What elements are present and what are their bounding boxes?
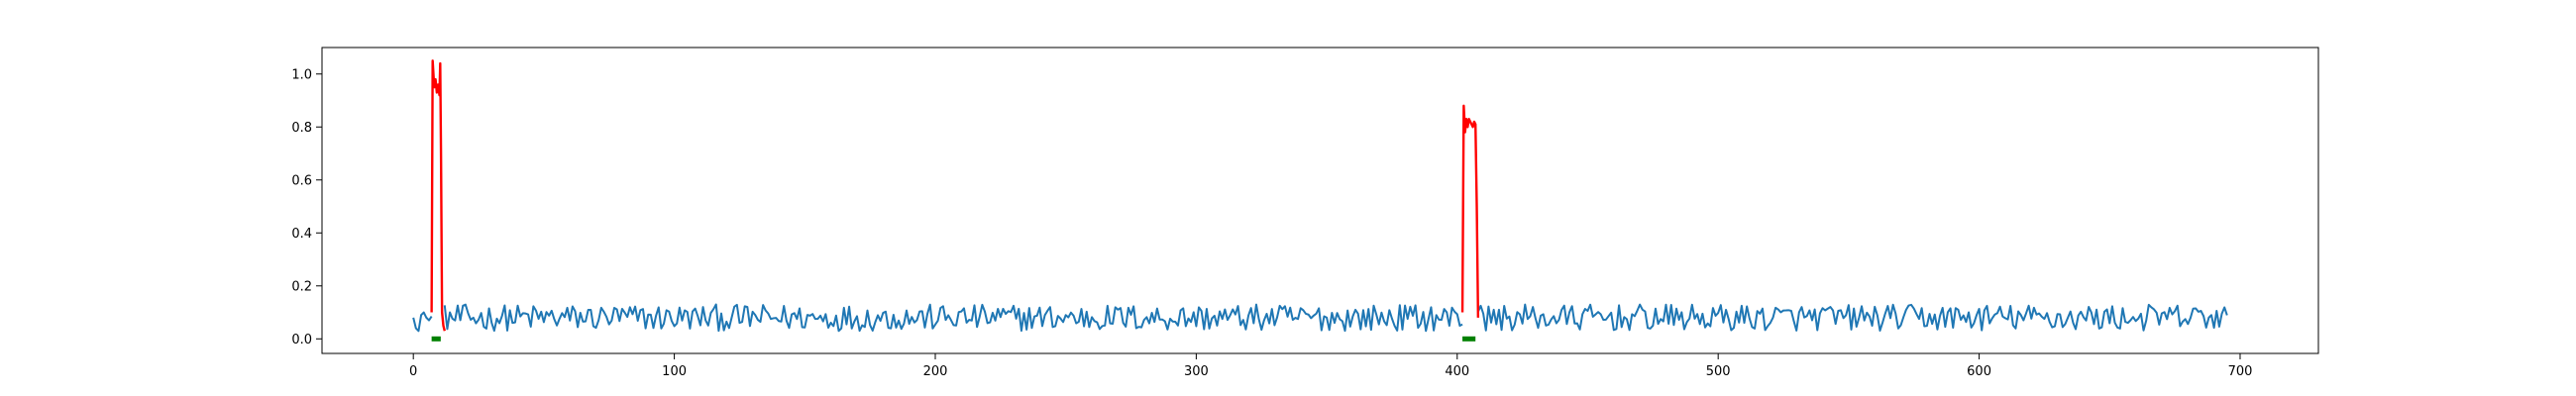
x-tick-label: 600 <box>1967 364 1991 379</box>
x-tick-label: 0 <box>409 364 417 379</box>
x-tick-label: 300 <box>1184 364 1209 379</box>
x-axis: 0 100 200 300 400 500 600 700 <box>409 353 2252 379</box>
anomaly-segment-2 <box>1460 104 1480 318</box>
signal-line <box>412 303 2228 333</box>
y-tick-label: 0.0 <box>291 333 312 347</box>
y-tick-label: 0.6 <box>291 173 312 188</box>
x-tick-label: 500 <box>1706 364 1731 379</box>
y-tick-label: 0.2 <box>291 279 312 294</box>
x-tick-label: 400 <box>1445 364 1469 379</box>
axes-frame <box>321 47 2319 354</box>
x-tick-label: 200 <box>923 364 948 379</box>
y-tick-label: 0.8 <box>291 121 312 136</box>
x-tick-label: 100 <box>662 364 687 379</box>
plot-area <box>412 59 2228 342</box>
y-axis: 0.0 0.2 0.4 0.6 0.8 1.0 <box>291 67 322 347</box>
anomaly-segment-1 <box>430 59 446 332</box>
y-tick-label: 1.0 <box>291 67 312 82</box>
x-tick-label: 700 <box>2228 364 2253 379</box>
y-tick-label: 0.4 <box>291 227 312 242</box>
